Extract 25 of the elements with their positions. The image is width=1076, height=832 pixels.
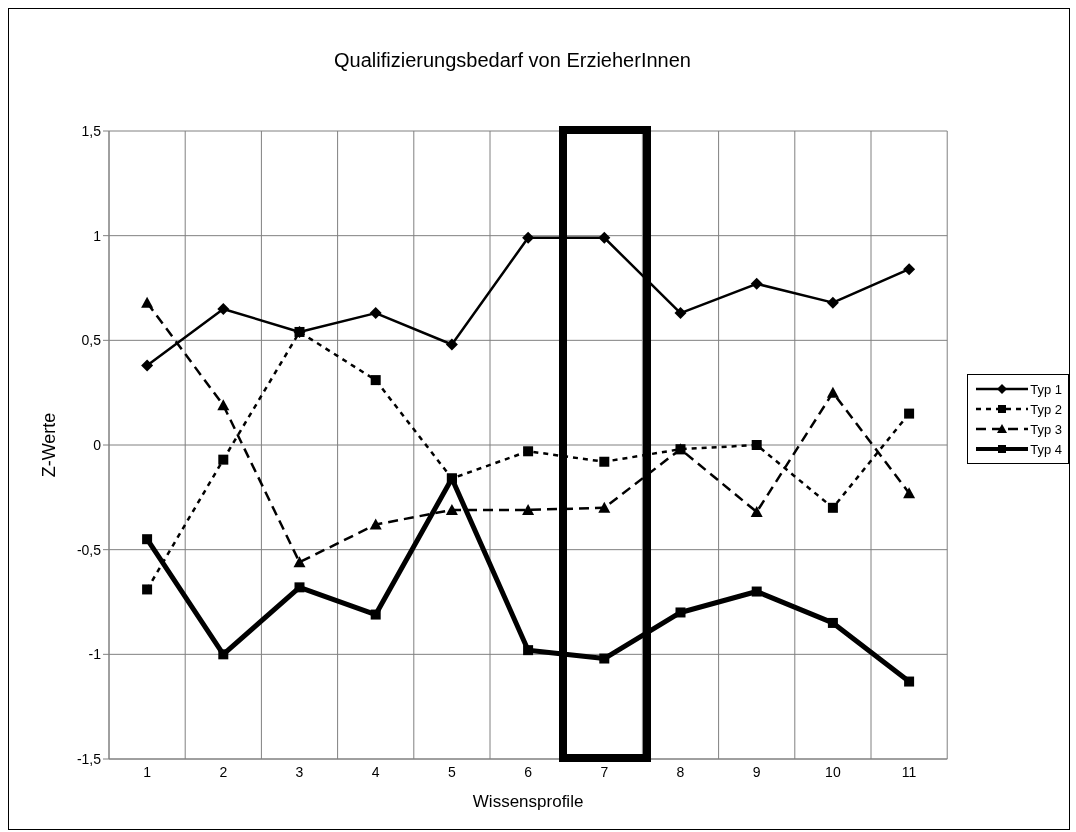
x-tick-label: 4 — [371, 763, 380, 780]
x-tick-label: 2 — [219, 763, 228, 780]
y-tick-label: -1,5 — [76, 750, 102, 767]
x-tick-label: 8 — [676, 763, 685, 780]
y-axis-title: Z-Werte — [39, 412, 60, 478]
x-tick-label: 9 — [752, 763, 761, 780]
x-tick-label: 1 — [143, 763, 152, 780]
x-tick-label: 11 — [901, 763, 917, 780]
y-tick-label: 0 — [93, 436, 102, 453]
y-tick-label: 1,5 — [81, 122, 102, 139]
y-tick-label: 0,5 — [81, 332, 102, 349]
x-tick-label: 7 — [600, 763, 609, 780]
x-tick-label: 10 — [825, 763, 841, 780]
legend-label: Typ 2 — [1030, 401, 1062, 417]
x-tick-label: 3 — [295, 763, 304, 780]
x-tick-label: 6 — [524, 763, 533, 780]
y-tick-label: -0,5 — [76, 541, 102, 558]
legend-label: Typ 1 — [1030, 381, 1062, 397]
x-tick-label: 5 — [448, 763, 456, 780]
y-tick-label: 1 — [93, 227, 102, 244]
legend-label: Typ 4 — [1030, 441, 1062, 457]
y-tick-label: -1 — [88, 646, 102, 663]
x-axis-title: Wissensprofile — [472, 792, 584, 811]
chart-title: Qualifizierungsbedarf von ErzieherInnen — [333, 49, 692, 72]
legend-label: Typ 3 — [1030, 421, 1062, 437]
